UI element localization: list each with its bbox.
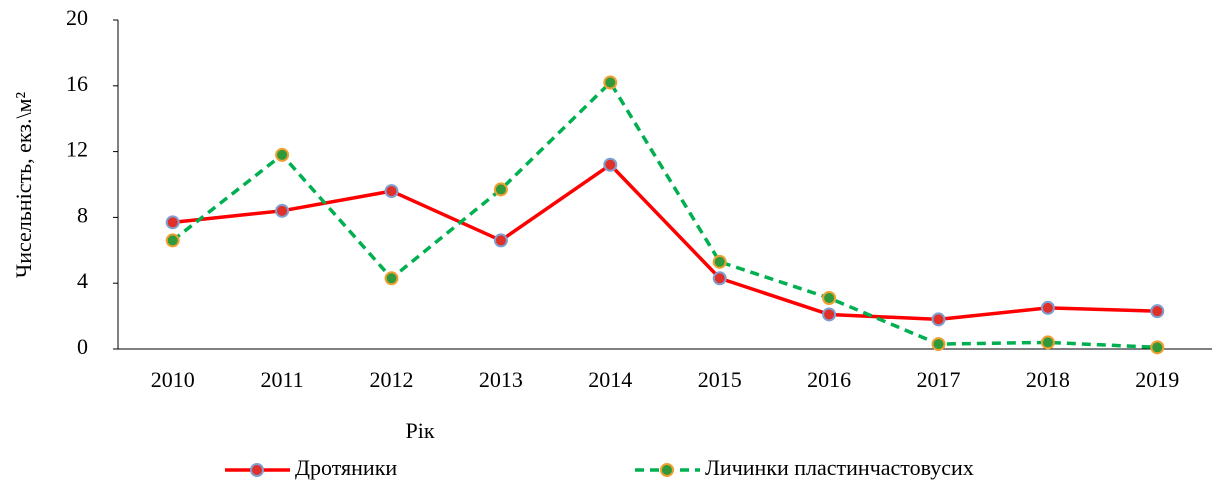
data-point bbox=[822, 291, 837, 306]
data-point bbox=[384, 271, 399, 286]
data-point bbox=[493, 182, 508, 197]
data-point bbox=[931, 337, 946, 352]
x-tick-label: 2019 bbox=[1135, 367, 1179, 392]
data-point bbox=[931, 312, 946, 327]
data-point bbox=[712, 271, 727, 286]
x-tick-label: 2016 bbox=[807, 367, 851, 392]
x-tick-label: 2017 bbox=[917, 367, 961, 392]
x-tick-label: 2010 bbox=[151, 367, 195, 392]
data-point bbox=[1150, 340, 1165, 355]
y-tick-label: 12 bbox=[66, 137, 88, 162]
legend-label: Дротяники bbox=[295, 455, 397, 480]
legend-marker bbox=[660, 463, 674, 477]
y-tick-label: 16 bbox=[66, 71, 88, 96]
series-line bbox=[172, 163, 1158, 322]
data-point bbox=[603, 157, 618, 172]
y-tick-label: 4 bbox=[77, 268, 88, 293]
series-line bbox=[171, 80, 1158, 350]
x-tick-label: 2015 bbox=[698, 367, 742, 392]
x-tick-label: 2012 bbox=[370, 367, 414, 392]
data-point bbox=[275, 203, 290, 218]
data-point bbox=[603, 75, 618, 90]
data-point bbox=[165, 215, 180, 230]
x-tick-label: 2013 bbox=[479, 367, 523, 392]
data-point bbox=[275, 147, 290, 162]
y-tick-label: 0 bbox=[77, 334, 88, 359]
data-point bbox=[822, 307, 837, 322]
data-point bbox=[1040, 300, 1055, 315]
y-tick-label: 20 bbox=[66, 5, 88, 30]
data-point bbox=[165, 233, 180, 248]
data-point bbox=[1150, 304, 1165, 319]
data-point bbox=[712, 254, 727, 269]
x-axis-label: Рік bbox=[405, 418, 434, 443]
data-point bbox=[1040, 335, 1055, 350]
x-tick-label: 2018 bbox=[1026, 367, 1070, 392]
legend-marker bbox=[250, 463, 264, 477]
data-point bbox=[384, 184, 399, 199]
x-tick-label: 2011 bbox=[261, 367, 304, 392]
y-tick-label: 8 bbox=[77, 202, 88, 227]
y-axis-label: Чисельність, екз.\м² bbox=[11, 92, 36, 279]
legend-label: Личинки пластинчастовусих bbox=[705, 455, 974, 480]
data-point bbox=[493, 233, 508, 248]
x-tick-label: 2014 bbox=[588, 367, 632, 392]
